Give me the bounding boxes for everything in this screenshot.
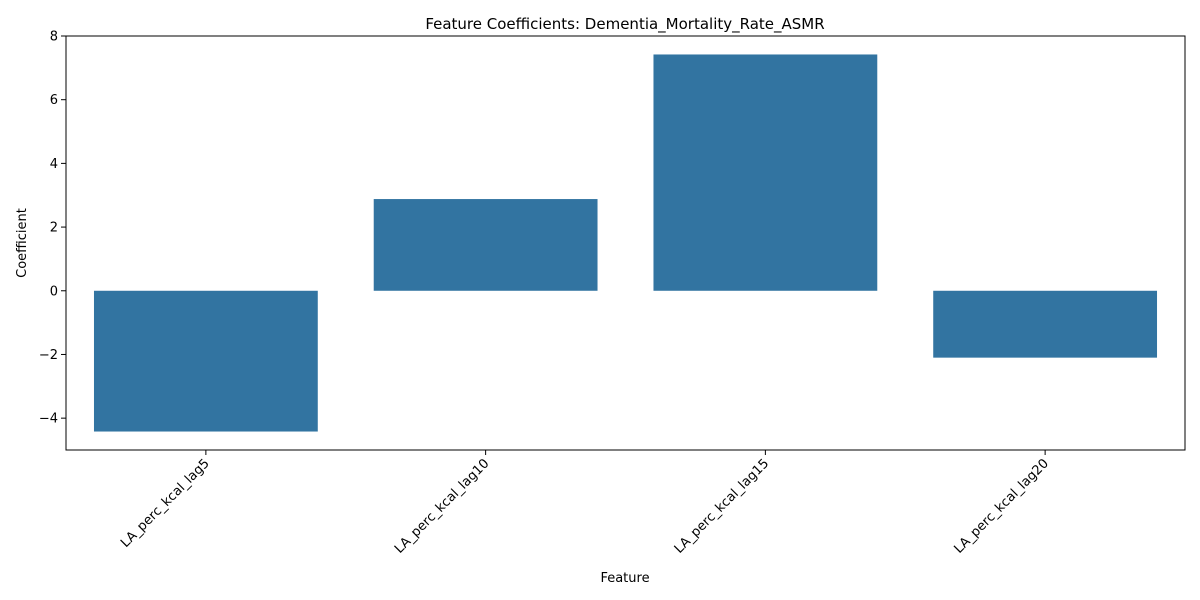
x-axis-label: Feature [600,571,649,586]
y-tick-label: −4 [39,412,58,427]
y-tick-label: −2 [39,348,58,363]
x-tick-label: LA_perc_kcal_lag10 [392,456,492,556]
x-axis: LA_perc_kcal_lag5 LA_perc_kcal_lag10 LA_pe… [118,450,1052,557]
chart-title: Feature Coefficients: Dementia_Mortality… [425,15,824,34]
y-axis: −4 −2 0 2 4 6 8 [39,30,66,427]
y-tick-label: 8 [50,30,58,45]
x-tick-label: LA_perc_kcal_lag5 [118,456,213,551]
y-tick-label: 6 [50,93,58,108]
bar-LA_perc_kcal_lag10 [373,199,598,291]
y-axis-label: Coefficient [15,208,30,278]
bars-group [93,54,1158,432]
bar-LA_perc_kcal_lag5 [93,290,318,432]
bar-LA_perc_kcal_lag15 [653,54,878,291]
x-tick-label: LA_perc_kcal_lag15 [672,456,772,556]
x-tick-label: LA_perc_kcal_lag20 [952,456,1052,556]
y-tick-label: 2 [50,221,58,236]
plot-frame [65,35,1186,451]
bar-LA_perc_kcal_lag20 [933,290,1158,358]
y-tick-label: 0 [50,284,58,299]
y-tick-label: 4 [50,157,58,172]
